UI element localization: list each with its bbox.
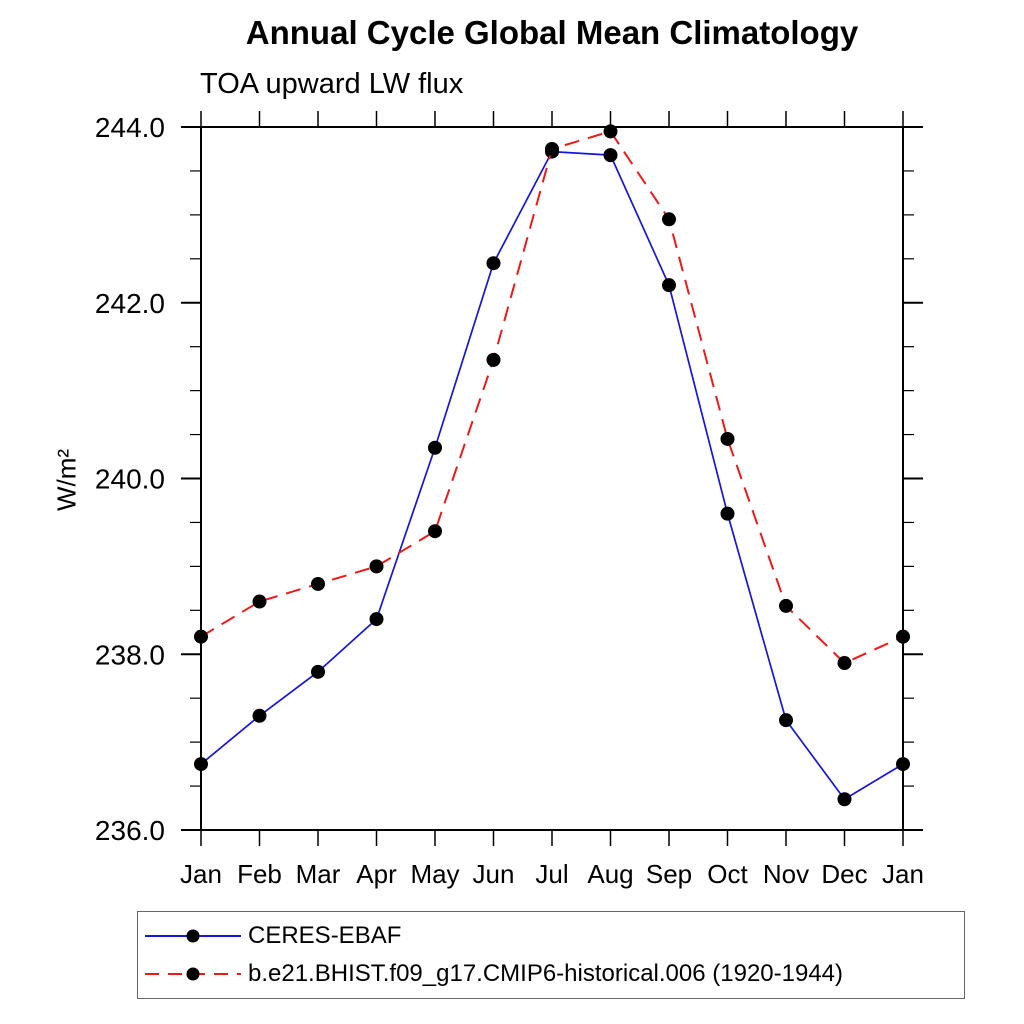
x-tick-label: Jan bbox=[882, 859, 924, 889]
data-point-marker bbox=[486, 256, 501, 271]
chart-title: Annual Cycle Global Mean Climatology bbox=[245, 14, 859, 51]
data-point-marker bbox=[252, 594, 267, 609]
data-point-marker bbox=[720, 506, 735, 521]
data-point-marker bbox=[720, 431, 735, 446]
legend-item-obs: CERES-EBAF bbox=[143, 921, 964, 951]
data-point-marker bbox=[369, 612, 384, 627]
data-point-marker bbox=[486, 352, 501, 367]
chart-subtitle: TOA upward LW flux bbox=[200, 68, 464, 100]
x-tick-label: Apr bbox=[356, 859, 397, 889]
data-point-marker bbox=[837, 792, 852, 807]
legend-label-model: b.e21.BHIST.f09_g17.CMIP6-historical.006… bbox=[248, 960, 844, 988]
legend-sample-dashed-line bbox=[145, 967, 241, 981]
data-point-marker bbox=[369, 559, 384, 574]
data-point-marker bbox=[779, 598, 793, 613]
data-point-marker bbox=[311, 664, 325, 679]
data-point-marker bbox=[194, 757, 208, 772]
y-tick-label: 244.0 bbox=[95, 112, 165, 143]
x-tick-label: Nov bbox=[763, 859, 809, 889]
data-point-marker bbox=[428, 440, 442, 455]
data-point-marker bbox=[545, 141, 559, 156]
x-tick-label: May bbox=[410, 859, 459, 889]
data-point-marker bbox=[896, 629, 910, 644]
data-point-marker bbox=[252, 708, 267, 723]
data-point-marker bbox=[896, 757, 910, 772]
plot-frame bbox=[200, 126, 904, 831]
y-tick-label: 240.0 bbox=[95, 464, 165, 495]
x-tick-label: Dec bbox=[821, 859, 867, 889]
data-point-marker bbox=[662, 212, 676, 227]
y-tick-label: 236.0 bbox=[95, 815, 165, 846]
series-line-ceres-ebaf bbox=[200, 150, 904, 801]
x-tick-label: Sep bbox=[646, 859, 692, 889]
data-point-marker bbox=[779, 713, 793, 728]
series-line-model bbox=[200, 130, 904, 665]
x-tick-label: Jul bbox=[535, 859, 568, 889]
legend-box: CERES-EBAF b.e21.BHIST.f09_g17.CMIP6-his… bbox=[137, 911, 965, 999]
legend-sample-solid-line bbox=[145, 929, 241, 943]
x-tick-label: Feb bbox=[237, 859, 282, 889]
x-tick-label: Mar bbox=[296, 859, 341, 889]
data-point-marker bbox=[311, 576, 325, 591]
legend-marker-dot bbox=[186, 929, 200, 943]
legend-label-obs: CERES-EBAF bbox=[248, 921, 402, 949]
x-tick-label: Aug bbox=[587, 859, 633, 889]
data-point-marker bbox=[603, 148, 618, 163]
y-tick-label: 238.0 bbox=[95, 639, 165, 670]
x-tick-label: Jun bbox=[473, 859, 515, 889]
legend-item-model: b.e21.BHIST.f09_g17.CMIP6-historical.006… bbox=[143, 959, 964, 989]
x-tick-label: Oct bbox=[707, 859, 748, 889]
y-tick-label: 242.0 bbox=[95, 288, 165, 319]
data-point-marker bbox=[662, 278, 676, 293]
x-tick-label: Jan bbox=[180, 859, 222, 889]
data-point-marker bbox=[428, 524, 442, 539]
legend-marker-dot bbox=[186, 967, 200, 981]
data-point-marker bbox=[194, 629, 208, 644]
data-point-marker bbox=[837, 656, 852, 671]
data-point-marker bbox=[603, 124, 618, 139]
